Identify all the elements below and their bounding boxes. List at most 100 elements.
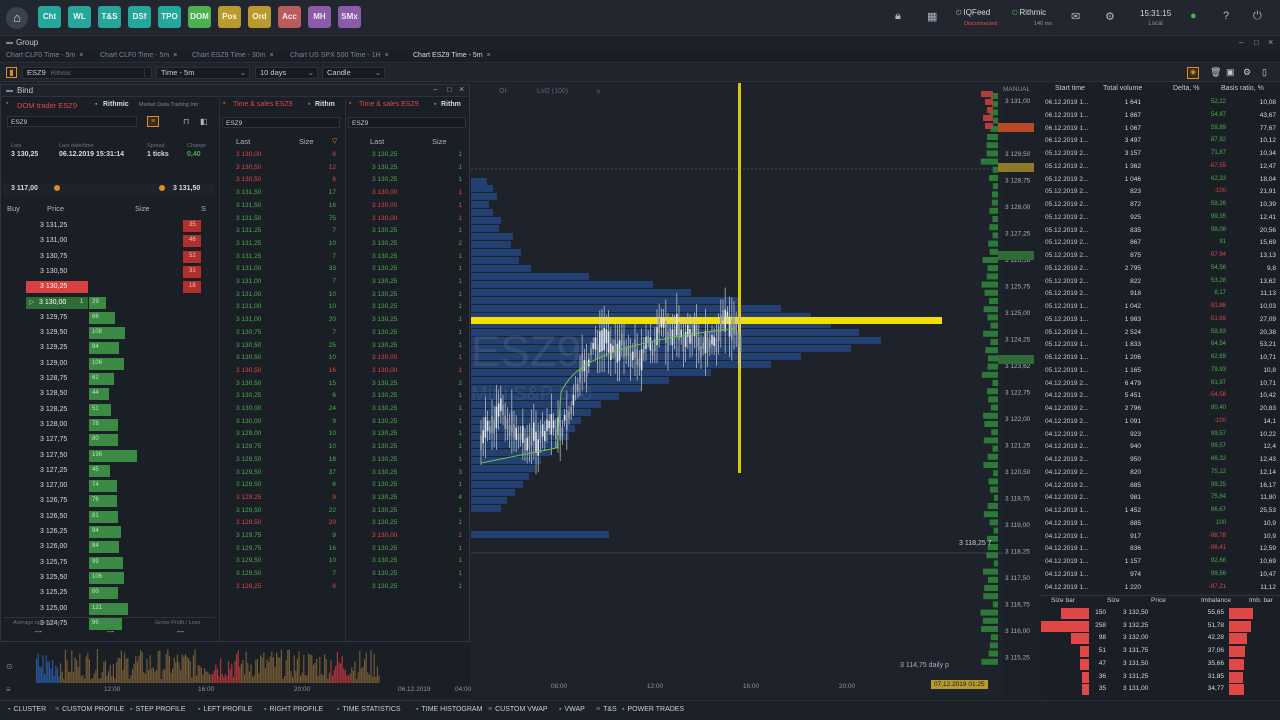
price-chart[interactable]: 3 131,003 130,253 129,503 128,753 128,00… <box>471 83 1039 695</box>
camera-icon[interactable]: ⊙ <box>6 662 13 671</box>
indicator-time-histogram[interactable]: ▪ TIME HISTOGRAM <box>416 706 482 713</box>
indicator-vwap[interactable]: ▪ VWAP <box>559 706 585 713</box>
dom-row[interactable]: 74 3 127,00 <box>3 479 215 493</box>
dom-row[interactable]: 45 3 127,25 <box>3 464 215 478</box>
tab-2[interactable]: Chart ESZ9 Time - 30m × <box>192 52 274 59</box>
trash-icon[interactable]: 🗑︎ <box>1210 67 1222 77</box>
close-icon[interactable]: × <box>1268 37 1274 47</box>
feed-status-rithmic[interactable]: ⏻ Rithmic 146 ms <box>1012 8 1052 27</box>
close-tab-icon[interactable]: × <box>269 52 274 59</box>
dom-row[interactable]: 106 3 125,50 <box>3 571 215 585</box>
close-icon[interactable]: × <box>459 84 465 94</box>
ts-symbol-select[interactable]: ESZ9 <box>222 117 340 128</box>
ts-symbol-select[interactable]: ESZ9 <box>348 117 466 128</box>
dom-row[interactable]: 81 3 126,50 <box>3 510 215 524</box>
close-tab-icon[interactable]: × <box>79 52 84 59</box>
close-tab-icon[interactable]: × <box>486 52 491 59</box>
dom-row[interactable]: 84 3 129,25 <box>3 341 215 355</box>
panel-icon[interactable]: ◧ <box>200 117 208 126</box>
indicator-step-profile[interactable]: ▪ STEP PROFILE <box>130 706 186 713</box>
dom-row[interactable]: 78 3 128,00 <box>3 418 215 432</box>
messages-icon[interactable]: ✉ <box>1071 11 1081 23</box>
indicator-custom-profile[interactable]: ≡ CUSTOM PROFILE <box>55 706 124 713</box>
module-button-dsf[interactable]: DSf <box>128 6 151 28</box>
close-tab-icon[interactable]: × <box>173 52 178 59</box>
indicator-custom-vwap[interactable]: ≡ CUSTOM VWAP <box>488 706 548 713</box>
help-icon[interactable]: ? <box>1223 10 1230 22</box>
interval-select[interactable]: Time - 5m ⌄ <box>156 67 250 79</box>
camera-icon[interactable]: ▣ <box>1226 67 1235 77</box>
panel-toggle-icon[interactable]: ▮ <box>6 67 17 78</box>
feed-status-iqfeed[interactable]: ⏻ IQFeed Disconnected <box>956 8 997 27</box>
drawing-tools-icon[interactable]: ◉ <box>1187 67 1199 79</box>
settings-icon[interactable]: ⚙ <box>1243 67 1252 77</box>
manual-scale-label[interactable]: MANUAL <box>1003 86 1031 93</box>
filter-icon[interactable]: ▽ <box>332 138 338 145</box>
module-button-dom[interactable]: DOM <box>188 6 211 28</box>
dom-row[interactable]: 31 3 130,50 <box>3 265 215 279</box>
list-icon[interactable]: ≡ <box>6 685 11 694</box>
tab-0[interactable]: Chart CLF0 Time - 5m × <box>6 52 83 59</box>
power-icon[interactable]: ⏻ <box>1253 10 1262 22</box>
indicator-power-trades[interactable]: ▪ POWER TRADES <box>622 706 684 713</box>
dom-row[interactable]: 35 3 131,25 <box>3 219 215 233</box>
chart-canvas[interactable]: 3 131,003 130,253 129,503 128,753 128,00… <box>471 83 1039 695</box>
module-button-pos[interactable]: Pos <box>218 6 241 28</box>
module-button-ord[interactable]: Ord <box>248 6 271 28</box>
dom-row[interactable]: 80 3 125,25 <box>3 586 215 600</box>
dom-row[interactable]: 80 3 127,75 <box>3 433 215 447</box>
tab-3[interactable]: Chart US SPX 500 Time - 1H × <box>290 52 389 59</box>
indicator-tands[interactable]: ≡ T&S <box>596 706 617 713</box>
module-button-acc[interactable]: Acc <box>278 6 301 28</box>
close-tab-icon[interactable]: × <box>384 52 389 59</box>
indicator-cluster[interactable]: ▪ CLUSTER <box>8 706 46 713</box>
dom-row[interactable]: 96 3 124,75 <box>3 617 215 631</box>
dom-settings-icon[interactable]: ≡ <box>147 116 159 127</box>
minimize-icon[interactable]: – <box>433 85 438 94</box>
module-button-tpo[interactable]: TPO <box>158 6 181 28</box>
module-button-cht[interactable]: Cht <box>38 6 61 28</box>
dom-row[interactable]: 66 3 129,75 <box>3 311 215 325</box>
chart-type-select[interactable]: Candle ⌄ <box>322 67 385 79</box>
dom-row[interactable]: 106 3 129,00 <box>3 357 215 371</box>
dom-row[interactable]: 108 3 129,50 <box>3 326 215 340</box>
dom-row[interactable]: 121 3 125,00 <box>3 602 215 616</box>
maximize-icon[interactable]: □ <box>1254 38 1259 47</box>
dom-row[interactable]: 196 3 127,50 <box>3 449 215 463</box>
module-button-smx[interactable]: SMx <box>338 6 361 28</box>
dom-row[interactable]: 94 3 126,25 <box>3 525 215 539</box>
dom-row[interactable]: 84 3 126,00 <box>3 540 215 554</box>
dom-row[interactable]: 29 ▷ 1 3 130,00 <box>3 296 215 310</box>
range-select[interactable]: 10 days ⌄ <box>255 67 318 79</box>
dom-row[interactable]: 18 3 130,25 <box>3 280 215 294</box>
sidebar-toggle-icon[interactable]: ▯ <box>1262 67 1267 77</box>
module-button-wl[interactable]: WL <box>68 6 91 28</box>
symbol-select[interactable]: ESZ9 Rithmic ⋮ <box>22 67 152 79</box>
module-button-tands[interactable]: T&S <box>98 6 121 28</box>
dom-row[interactable]: 52 3 130,75 <box>3 250 215 264</box>
gear-icon[interactable]: ⚙ <box>1105 11 1115 23</box>
lock-icon[interactable]: ⊓ <box>183 117 190 126</box>
tab-4[interactable]: Chart ESZ9 Time - 5m × <box>413 52 491 59</box>
group-collapse-icon[interactable]: ▬ <box>6 39 13 46</box>
timeline-strip[interactable]: ⊙ <box>0 643 470 683</box>
dom-row[interactable]: 51 3 128,25 <box>3 403 215 417</box>
lock-icon[interactable]: 🔒︎ <box>895 10 901 22</box>
dom-row[interactable]: 46 3 131,00 <box>3 234 215 248</box>
dom-row[interactable]: 44 3 128,50 <box>3 387 215 401</box>
layout-icon[interactable]: ▦ <box>927 11 938 23</box>
bind-collapse-icon[interactable]: ▬ <box>6 87 13 94</box>
dom-symbol-select[interactable]: ESZ9 <box>7 116 137 127</box>
module-button-mh[interactable]: MH <box>308 6 331 28</box>
maximize-icon[interactable]: □ <box>447 85 452 94</box>
dom-row[interactable]: 62 3 128,75 <box>3 372 215 386</box>
dom-row[interactable]: 76 3 126,75 <box>3 494 215 508</box>
indicator-time-statistics[interactable]: ▪ TIME STATISTICS <box>337 706 401 713</box>
user-icon[interactable]: ● <box>1190 10 1197 22</box>
app-logo-icon[interactable]: ⌂ <box>6 7 28 29</box>
indicator-left-profile[interactable]: ▪ LEFT PROFILE <box>198 706 252 713</box>
close-overlay-icon[interactable]: × <box>596 87 601 96</box>
minimize-icon[interactable]: – <box>1239 38 1244 47</box>
tab-1[interactable]: Chart CLF0 Time - 5m × <box>100 52 177 59</box>
dom-row[interactable]: 99 3 125,75 <box>3 556 215 570</box>
